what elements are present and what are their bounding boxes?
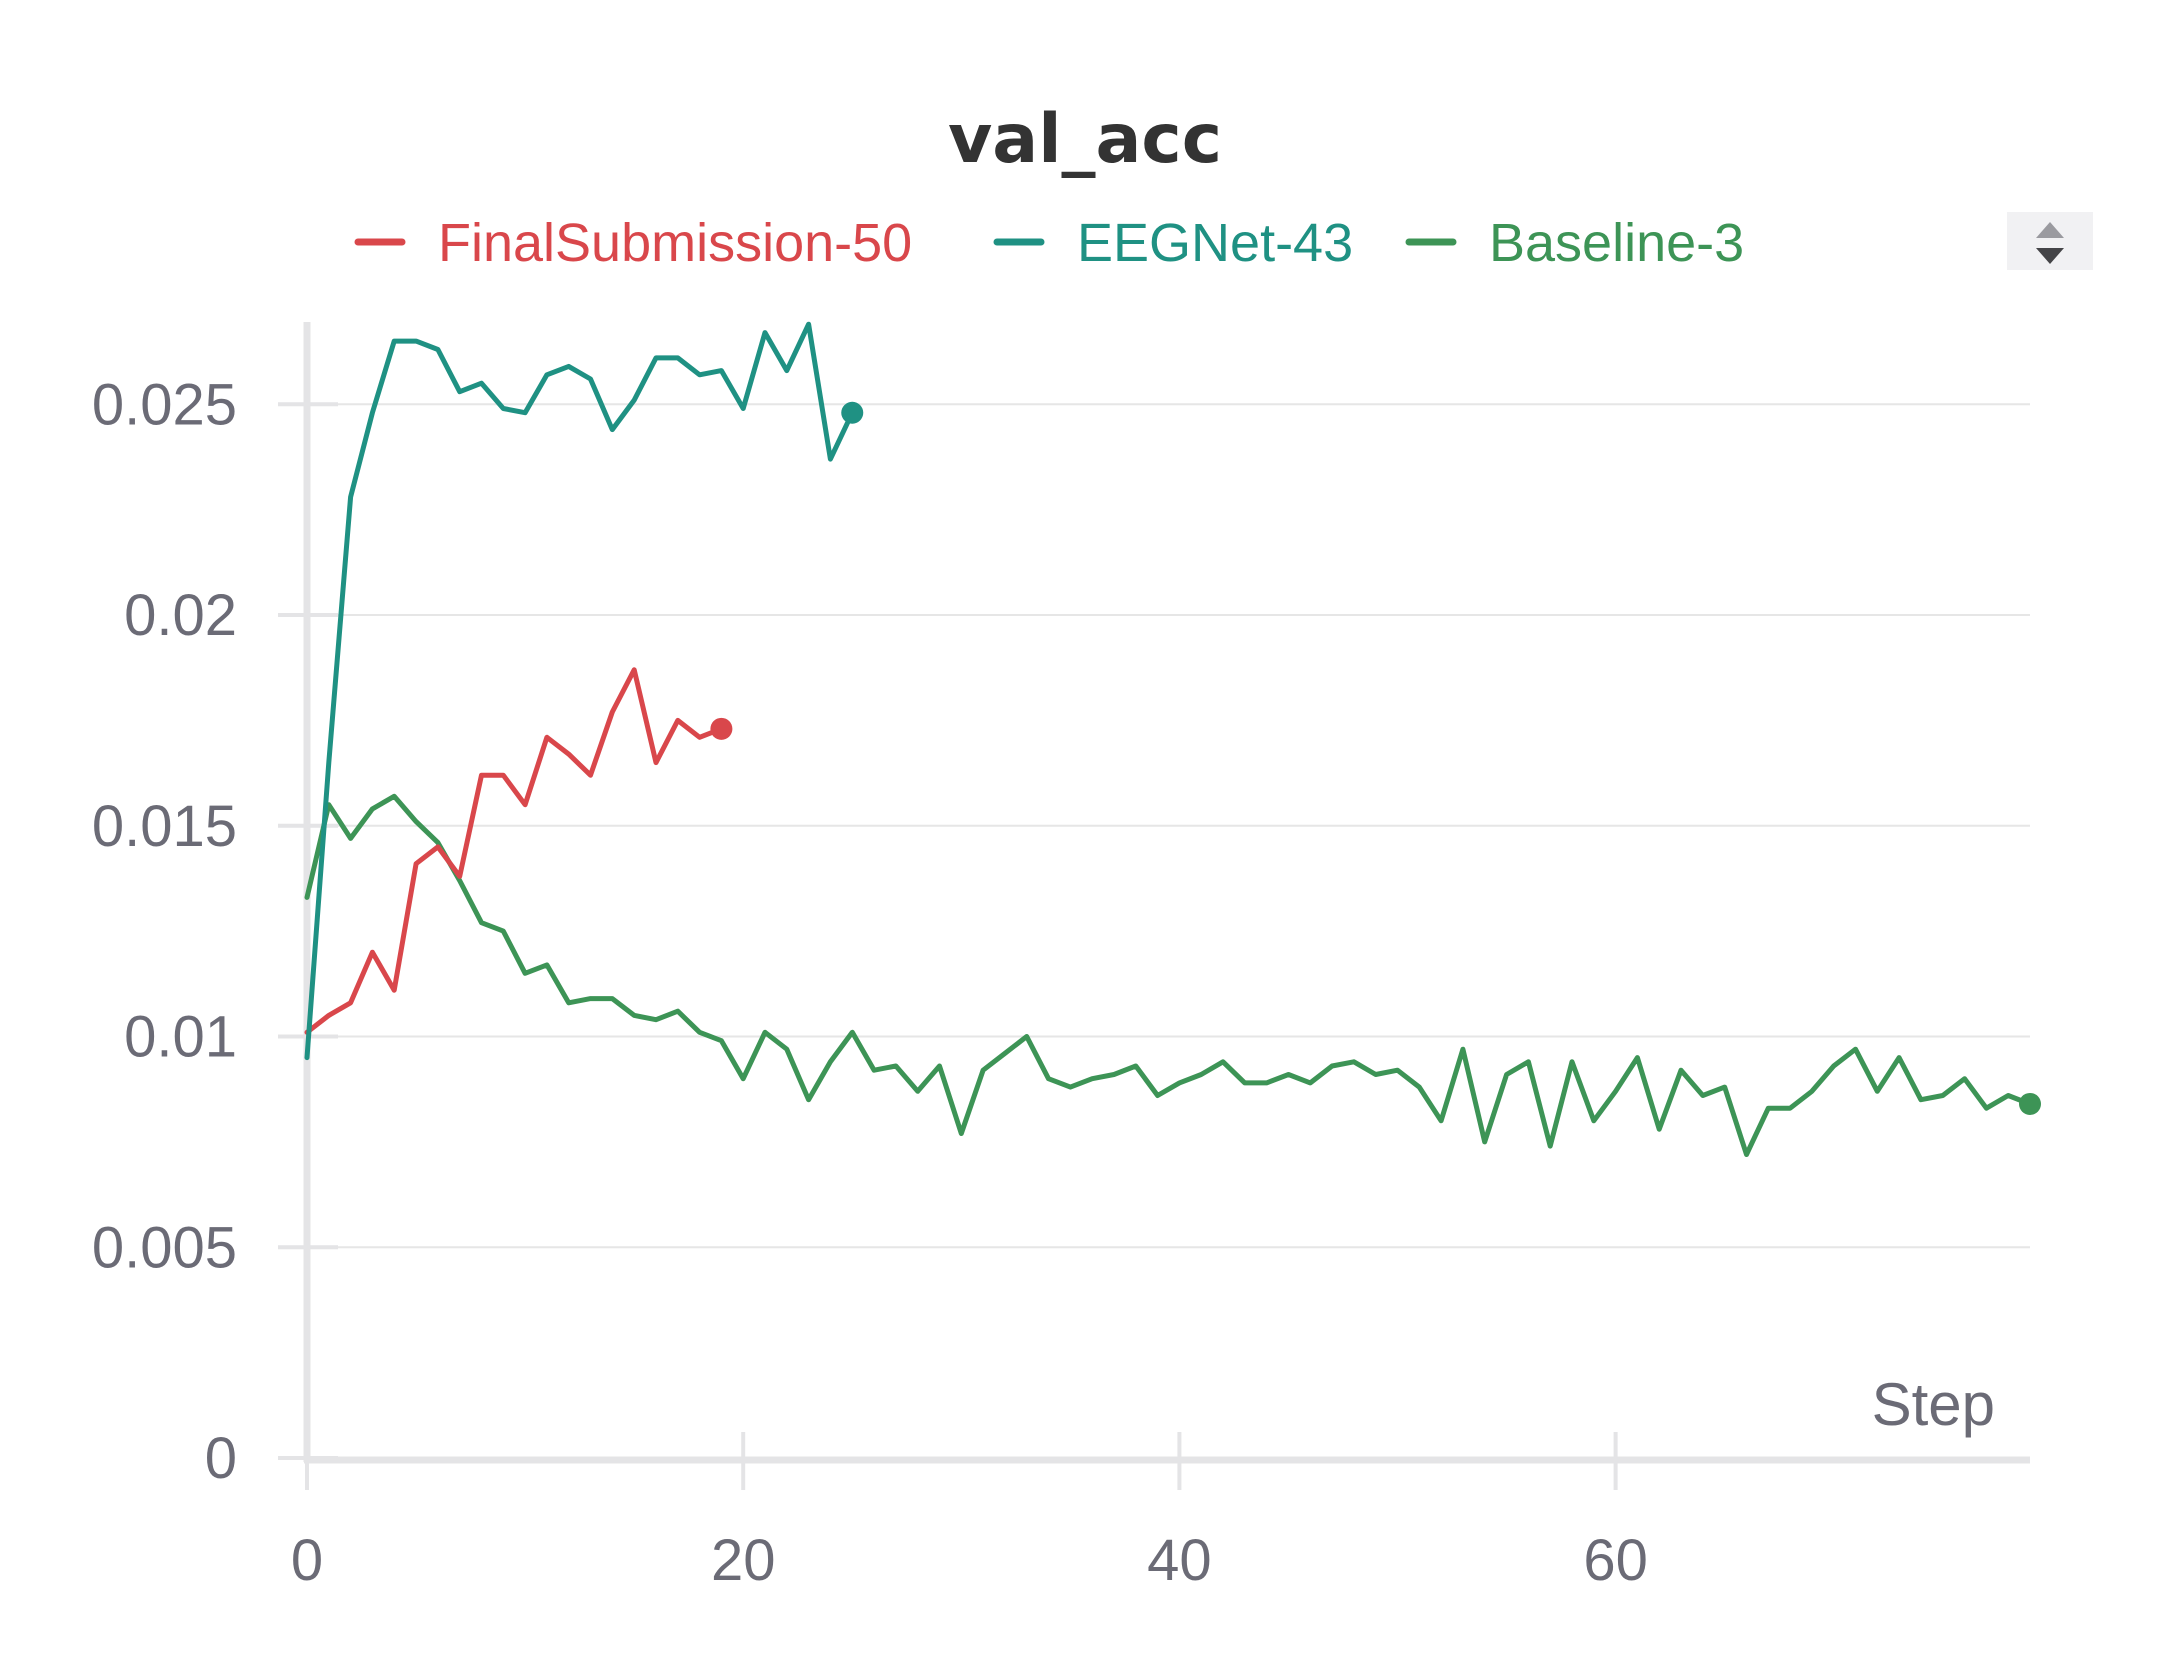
x-tick-label-1: 20 (711, 1528, 776, 1593)
series-line-eegnet-43 (304, 321, 855, 1061)
y-tick-label-2: 0.01 (124, 1005, 237, 1070)
series-finalsubmission-50 (304, 667, 733, 1035)
series-baseline-3 (304, 793, 2041, 1157)
axes (303, 322, 2030, 1464)
y-tick-label-3: 0.015 (92, 794, 237, 859)
series-endpoint-baseline-3 (2019, 1092, 2041, 1115)
x-axis-label: Step (1872, 1371, 1995, 1438)
legend-label-finalsubmission-50: FinalSubmission-50 (438, 213, 912, 273)
chart-title: val_acc (948, 100, 1222, 179)
y-tick-label-4: 0.02 (124, 583, 237, 648)
legend-scroll-button[interactable] (2007, 212, 2093, 270)
y-tick-label-1: 0.005 (92, 1215, 237, 1280)
grid-lines (307, 403, 2030, 1249)
sort-arrows-icon (2036, 222, 2064, 264)
y-axis-ticks: 0 0.005 0.01 0.015 0.02 0.025 (92, 372, 338, 1491)
legend-label-eegnet-43: EEGNet-43 (1077, 213, 1353, 273)
series-eegnet-43 (304, 321, 864, 1061)
series-endpoint-eegnet-43 (841, 401, 864, 424)
y-tick-label-0: 0 (205, 1426, 237, 1491)
legend-item-eegnet-43[interactable]: EEGNet-43 (993, 213, 1353, 273)
series-line-baseline-3 (304, 793, 2033, 1157)
x-axis-ticks: 0 20 40 60 (291, 1432, 1648, 1593)
series-endpoint-finalsubmission-50 (710, 717, 733, 740)
x-tick-label-2: 40 (1147, 1528, 1212, 1593)
series-line-finalsubmission-50 (304, 667, 724, 1035)
legend-item-baseline-3[interactable]: Baseline-3 (1405, 213, 1744, 273)
y-tick-label-5: 0.025 (92, 372, 237, 437)
x-tick-label-3: 60 (1583, 1528, 1648, 1593)
x-tick-label-0: 0 (291, 1528, 323, 1593)
series-layer (304, 321, 2041, 1157)
legend: FinalSubmission-50 EEGNet-43 Baseline-3 (354, 213, 1744, 273)
legend-label-baseline-3: Baseline-3 (1489, 213, 1744, 273)
legend-item-finalsubmission-50[interactable]: FinalSubmission-50 (354, 213, 912, 273)
